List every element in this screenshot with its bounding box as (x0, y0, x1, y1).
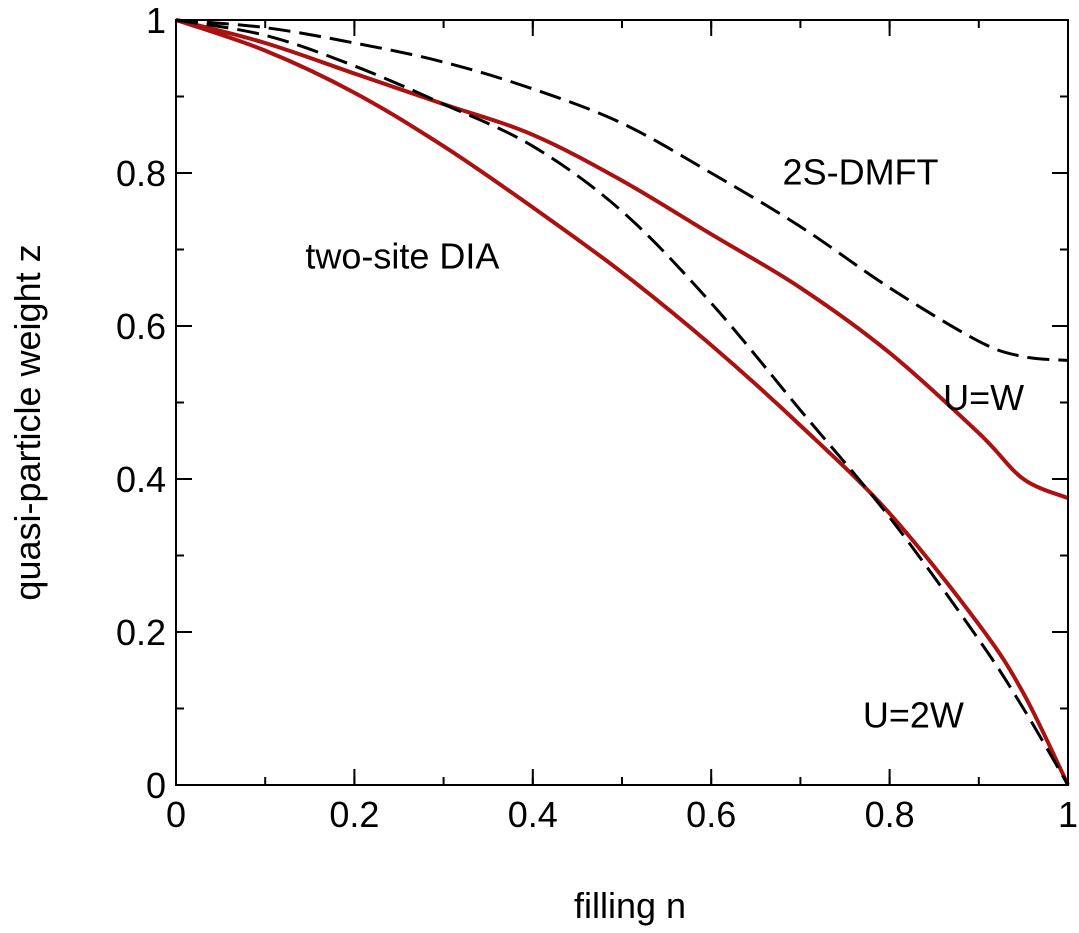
y-tick-label: 0.2 (116, 612, 166, 653)
plot-frame (175, 19, 1069, 786)
tick-layer (175, 19, 1069, 786)
solid-curve-2 (175, 18, 1070, 786)
x-tick-label: 1 (1058, 794, 1078, 835)
y-tick-label: 1 (146, 0, 166, 41)
curve-annotation-4: U=2W (863, 695, 964, 736)
y-tick-label: 0 (146, 765, 166, 806)
curve-annotation-2: two-site DIA (305, 236, 499, 277)
dashed-curve-4 (175, 18, 1070, 786)
y-axis-title: quasi-particle weight z (7, 244, 48, 600)
x-tick-label: 0.2 (329, 794, 379, 835)
series-layer (175, 18, 1070, 786)
x-tick-label: 0 (166, 794, 186, 835)
x-tick-label: 0.4 (508, 794, 558, 835)
y-tick-label: 0.6 (116, 306, 166, 347)
x-tick-label: 0.6 (686, 794, 736, 835)
x-tick-label: 0.8 (865, 794, 915, 835)
dashed-curve-3 (175, 18, 1069, 362)
y-tick-label: 0.8 (116, 153, 166, 194)
curve-annotation-3: U=W (943, 377, 1024, 418)
x-axis-title: filling n (574, 885, 686, 926)
y-tick-label: 0.4 (116, 459, 166, 500)
annotation-layer: 2S-DMFT two-site DIA U=W U=2W (305, 151, 1024, 735)
curve-annotation-1: 2S-DMFT (783, 151, 939, 192)
solid-curve-1 (175, 18, 1069, 500)
label-layer: 0 0.2 0.4 0.6 0.8 1 0 0.2 0.4 0.6 0.8 1 (116, 0, 1078, 835)
